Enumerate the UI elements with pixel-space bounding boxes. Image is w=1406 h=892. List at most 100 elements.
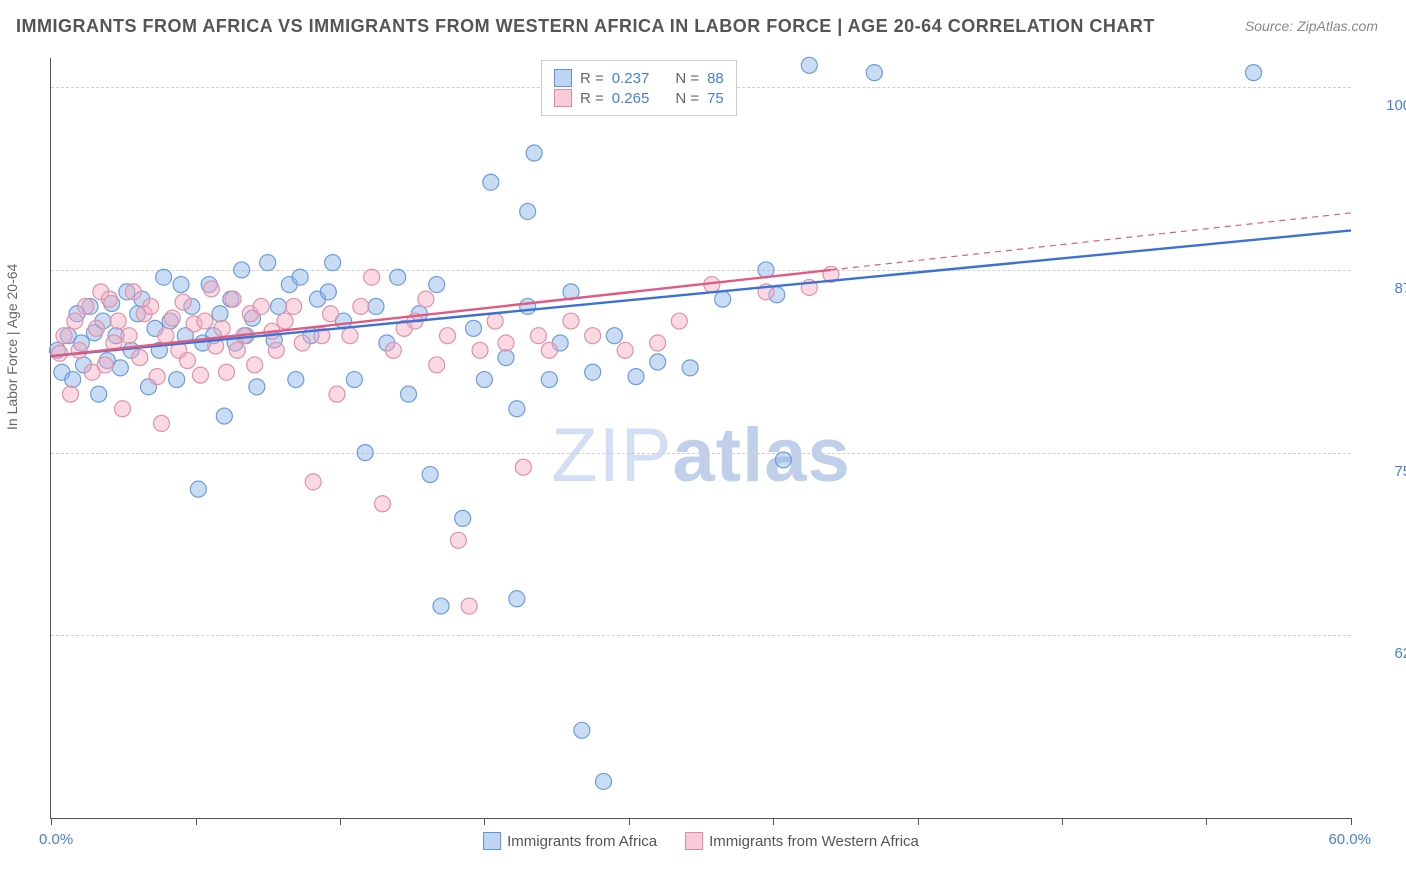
scatter-point <box>422 467 438 483</box>
scatter-point <box>247 357 263 373</box>
scatter-point <box>169 372 185 388</box>
scatter-point <box>433 598 449 614</box>
stats-legend-row-west-africa: R = 0.265 N = 75 <box>554 89 724 107</box>
scatter-point <box>56 328 72 344</box>
scatter-point <box>52 345 68 361</box>
scatter-point <box>115 401 131 417</box>
scatter-point <box>277 313 293 329</box>
scatter-point <box>429 277 445 293</box>
scatter-point <box>325 255 341 271</box>
scatter-point <box>63 386 79 402</box>
scatter-point <box>193 367 209 383</box>
scatter-point <box>585 328 601 344</box>
scatter-point <box>357 445 373 461</box>
swatch-icon <box>554 89 572 107</box>
trend-line-extrapolated <box>831 213 1351 270</box>
scatter-point <box>375 496 391 512</box>
scatter-point <box>143 298 159 314</box>
scatter-point <box>286 298 302 314</box>
scatter-point <box>203 281 219 297</box>
scatter-point <box>450 532 466 548</box>
scatter-point <box>219 364 235 380</box>
scatter-point <box>292 269 308 285</box>
scatter-point <box>229 342 245 358</box>
scatter-point <box>346 372 362 388</box>
scatter-point <box>476 372 492 388</box>
legend-label: Immigrants from Africa <box>507 833 657 850</box>
scatter-point <box>682 360 698 376</box>
scatter-point <box>515 459 531 475</box>
n-value: 75 <box>707 90 724 107</box>
y-axis-label: In Labor Force | Age 20-64 <box>4 264 20 430</box>
scatter-point <box>249 379 265 395</box>
scatter-point <box>190 481 206 497</box>
scatter-point <box>214 320 230 336</box>
r-label: R = <box>580 70 604 87</box>
swatch-icon <box>685 832 703 850</box>
scatter-point <box>650 354 666 370</box>
scatter-point <box>91 386 107 402</box>
scatter-point <box>461 598 477 614</box>
y-tick-label: 62.5% <box>1357 645 1406 662</box>
scatter-point <box>158 328 174 344</box>
scatter-point <box>390 269 406 285</box>
scatter-point <box>531 328 547 344</box>
scatter-point <box>121 328 137 344</box>
scatter-point <box>71 342 87 358</box>
scatter-point <box>65 372 81 388</box>
scatter-point <box>234 262 250 278</box>
scatter-point <box>173 277 189 293</box>
stats-legend-box: R = 0.237 N = 88 R = 0.265 N = 75 <box>541 60 737 116</box>
scatter-point <box>606 328 622 344</box>
x-axis-min-label: 0.0% <box>39 831 73 848</box>
scatter-point <box>801 57 817 73</box>
scatter-point <box>483 174 499 190</box>
scatter-point <box>1246 65 1262 81</box>
scatter-point <box>429 357 445 373</box>
scatter-point <box>520 298 536 314</box>
scatter-point <box>368 298 384 314</box>
scatter-point <box>323 306 339 322</box>
scatter-point <box>268 342 284 358</box>
scatter-point <box>342 328 358 344</box>
scatter-point <box>585 364 601 380</box>
scatter-point <box>216 408 232 424</box>
scatter-point <box>650 335 666 351</box>
chart-svg <box>51 58 1351 818</box>
scatter-point <box>596 773 612 789</box>
scatter-point <box>175 294 191 310</box>
scatter-point <box>487 313 503 329</box>
scatter-point <box>775 452 791 468</box>
scatter-point <box>110 313 126 329</box>
y-tick-label: 87.5% <box>1357 280 1406 297</box>
scatter-point <box>440 328 456 344</box>
scatter-point <box>288 372 304 388</box>
scatter-point <box>498 335 514 351</box>
scatter-point <box>132 350 148 366</box>
scatter-point <box>271 298 287 314</box>
trend-line <box>51 230 1351 356</box>
scatter-point <box>364 269 380 285</box>
legend-item-west-africa: Immigrants from Western Africa <box>685 832 919 850</box>
scatter-point <box>156 269 172 285</box>
scatter-point <box>509 591 525 607</box>
r-label: R = <box>580 90 604 107</box>
scatter-point <box>509 401 525 417</box>
scatter-point <box>78 298 94 314</box>
scatter-point <box>102 291 118 307</box>
scatter-point <box>253 298 269 314</box>
legend-item-africa: Immigrants from Africa <box>483 832 657 850</box>
scatter-point <box>305 474 321 490</box>
scatter-point <box>418 291 434 307</box>
r-value: 0.237 <box>612 70 650 87</box>
scatter-point <box>628 369 644 385</box>
n-label: N = <box>675 70 699 87</box>
scatter-point <box>541 372 557 388</box>
source-label: Source: ZipAtlas.com <box>1245 18 1378 34</box>
scatter-point <box>520 203 536 219</box>
n-value: 88 <box>707 70 724 87</box>
stats-legend-row-africa: R = 0.237 N = 88 <box>554 69 724 87</box>
scatter-point <box>164 310 180 326</box>
x-axis-max-label: 60.0% <box>1328 831 1371 848</box>
y-tick-label: 100.0% <box>1357 97 1406 114</box>
